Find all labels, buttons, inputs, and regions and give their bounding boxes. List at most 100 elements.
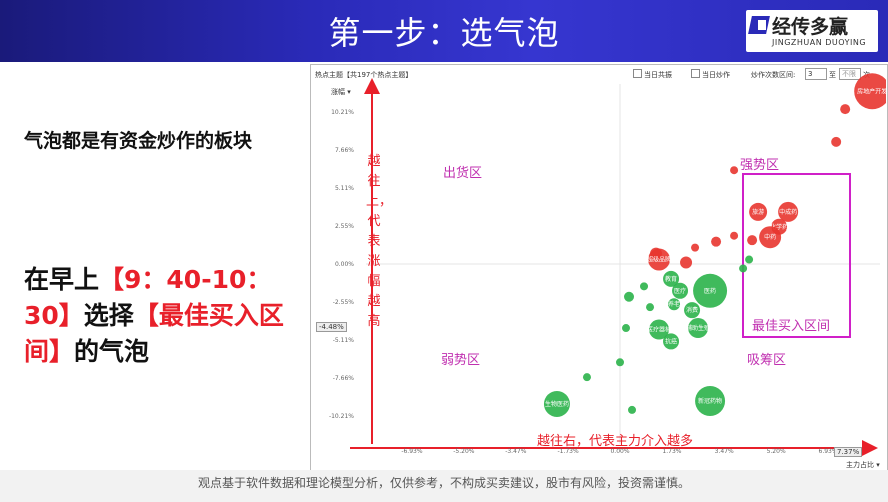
- interval-to-input[interactable]: 不限: [839, 68, 861, 80]
- y-current-value: -4.48%: [316, 322, 347, 332]
- interval-from-input[interactable]: 3: [805, 68, 827, 80]
- bubble-circle[interactable]: [840, 104, 851, 115]
- bubble-circle[interactable]: [711, 236, 722, 247]
- same-day-resonance-checkbox[interactable]: [633, 69, 642, 78]
- bubble[interactable]: [624, 291, 635, 302]
- bubble[interactable]: 医药: [693, 273, 728, 308]
- bubble-circle[interactable]: [672, 282, 689, 299]
- bubble-label: 旅游: [752, 208, 764, 216]
- bubble-description: 气泡都是有资金炒作的板块: [24, 130, 253, 152]
- bubble-circle[interactable]: [624, 291, 635, 302]
- bubble-circle[interactable]: [747, 235, 758, 246]
- y-tick-label: 0.00%: [335, 261, 354, 268]
- chart-toolbar: 热点主题【共197个热点主题】 当日共振 当日炒作 炒作次数区间: 3 至 不限…: [311, 65, 887, 81]
- bubble-circle[interactable]: [695, 385, 726, 416]
- bubble-label: 医疗器械: [647, 326, 671, 334]
- bubble-label: 中药: [764, 233, 776, 241]
- bubble[interactable]: [840, 104, 851, 115]
- bubble[interactable]: [646, 303, 655, 312]
- bubble[interactable]: 中药: [759, 226, 782, 249]
- bubble[interactable]: [747, 235, 758, 246]
- weak-zone-label: 弱势区: [441, 353, 481, 368]
- bubble[interactable]: [831, 136, 842, 147]
- bubble[interactable]: 医疗: [672, 282, 689, 299]
- bubble-circle[interactable]: [831, 136, 842, 147]
- bubble-circle[interactable]: [691, 243, 700, 252]
- bubble-label: 消费: [686, 306, 698, 314]
- bubble-circle[interactable]: [649, 319, 670, 340]
- bubble-circle[interactable]: [622, 324, 631, 333]
- bubble[interactable]: 辅助生殖: [686, 318, 710, 339]
- bubble-circle[interactable]: [582, 373, 591, 382]
- bubble-circle[interactable]: [854, 73, 886, 110]
- theme-count-label: 热点主题【共197个热点主题】: [315, 71, 413, 79]
- bubble-circle[interactable]: [688, 318, 709, 339]
- bubble-label: 辅助生殖: [686, 324, 710, 332]
- bubble-label: 房地产开发: [857, 87, 886, 95]
- bubble[interactable]: 养老: [668, 298, 681, 311]
- bubble-circle[interactable]: [745, 255, 754, 264]
- bubble[interactable]: 消费: [684, 302, 701, 319]
- bubble-circle[interactable]: [749, 202, 768, 221]
- best-buy-zone-box: [742, 173, 851, 338]
- bubble-circle[interactable]: [663, 270, 680, 287]
- bubble[interactable]: 教育: [663, 270, 680, 287]
- same-day-hype-checkbox[interactable]: [691, 69, 700, 78]
- bubble[interactable]: [730, 231, 739, 240]
- bubble-circle[interactable]: [739, 264, 748, 273]
- bubble-label: 养老: [668, 300, 680, 308]
- bubble[interactable]: 抗癌: [663, 333, 680, 350]
- bubble[interactable]: [582, 373, 591, 382]
- bubble-circle[interactable]: [648, 248, 671, 271]
- bubble[interactable]: [616, 358, 624, 367]
- bubble[interactable]: 房地产开发: [854, 73, 886, 110]
- chevron-down-icon: ▾: [347, 88, 351, 96]
- bubble-circle[interactable]: [759, 226, 782, 249]
- brand-logo: 经传多赢 JINGZHUAN DUOYING: [746, 10, 878, 52]
- bubble-label: 生物医药: [545, 400, 569, 408]
- distribution-zone-label: 出货区: [443, 166, 483, 181]
- header-banner: 第一步：选气泡 经传多赢 JINGZHUAN DUOYING: [0, 0, 888, 62]
- bubble[interactable]: [622, 324, 631, 333]
- y-tick-label: 10.21%: [331, 109, 354, 116]
- accumulation-zone-label: 吸筹区: [747, 353, 787, 368]
- bubble[interactable]: 新冠药物: [695, 385, 726, 416]
- bubble-circle[interactable]: [684, 302, 701, 319]
- bubble-circle[interactable]: [668, 298, 681, 311]
- y-tick-label: -5.11%: [333, 337, 355, 344]
- bubble-circle[interactable]: [616, 358, 624, 367]
- sort-dropdown[interactable]: 涨幅 ▾: [331, 87, 351, 97]
- bubble[interactable]: 中成药: [778, 201, 799, 222]
- bubble[interactable]: [680, 256, 693, 269]
- x-tick-label: 0.00%: [610, 448, 629, 455]
- bubble-circle[interactable]: [663, 333, 680, 350]
- bubble-circle[interactable]: [646, 303, 655, 312]
- bubble[interactable]: [745, 255, 754, 264]
- bubble[interactable]: 医疗器械: [647, 319, 671, 340]
- bubble[interactable]: 旅游: [749, 202, 768, 221]
- bubble[interactable]: 超级品牌: [647, 248, 671, 271]
- bubble[interactable]: [730, 166, 739, 175]
- y-tick-label: -2.55%: [333, 299, 355, 306]
- instruction-choose: 选择: [83, 301, 134, 330]
- bubble-circle[interactable]: [730, 231, 739, 240]
- bubble-circle[interactable]: [778, 201, 799, 222]
- bubble-circle[interactable]: [680, 256, 693, 269]
- bubble[interactable]: [640, 282, 649, 291]
- bubble[interactable]: [739, 264, 748, 273]
- hype-interval-label: 炒作次数区间:: [751, 71, 796, 79]
- bubble-circle[interactable]: [543, 390, 570, 417]
- bubble-circle[interactable]: [730, 166, 739, 175]
- bubble[interactable]: [711, 236, 722, 247]
- bubble-circle[interactable]: [628, 405, 637, 414]
- bubble-circle[interactable]: [693, 273, 728, 308]
- bubble[interactable]: 生物医药: [543, 390, 570, 417]
- bubble-circle[interactable]: [640, 282, 649, 291]
- bubble[interactable]: [628, 405, 637, 414]
- strong-zone-label: 强势区: [740, 158, 780, 173]
- bubble[interactable]: [691, 243, 700, 252]
- x-tick-label: 3.47%: [715, 448, 734, 455]
- sort-label: 涨幅: [331, 88, 345, 96]
- x-tick-label: 5.20%: [767, 448, 786, 455]
- x-current-value: 7.37%: [834, 447, 863, 457]
